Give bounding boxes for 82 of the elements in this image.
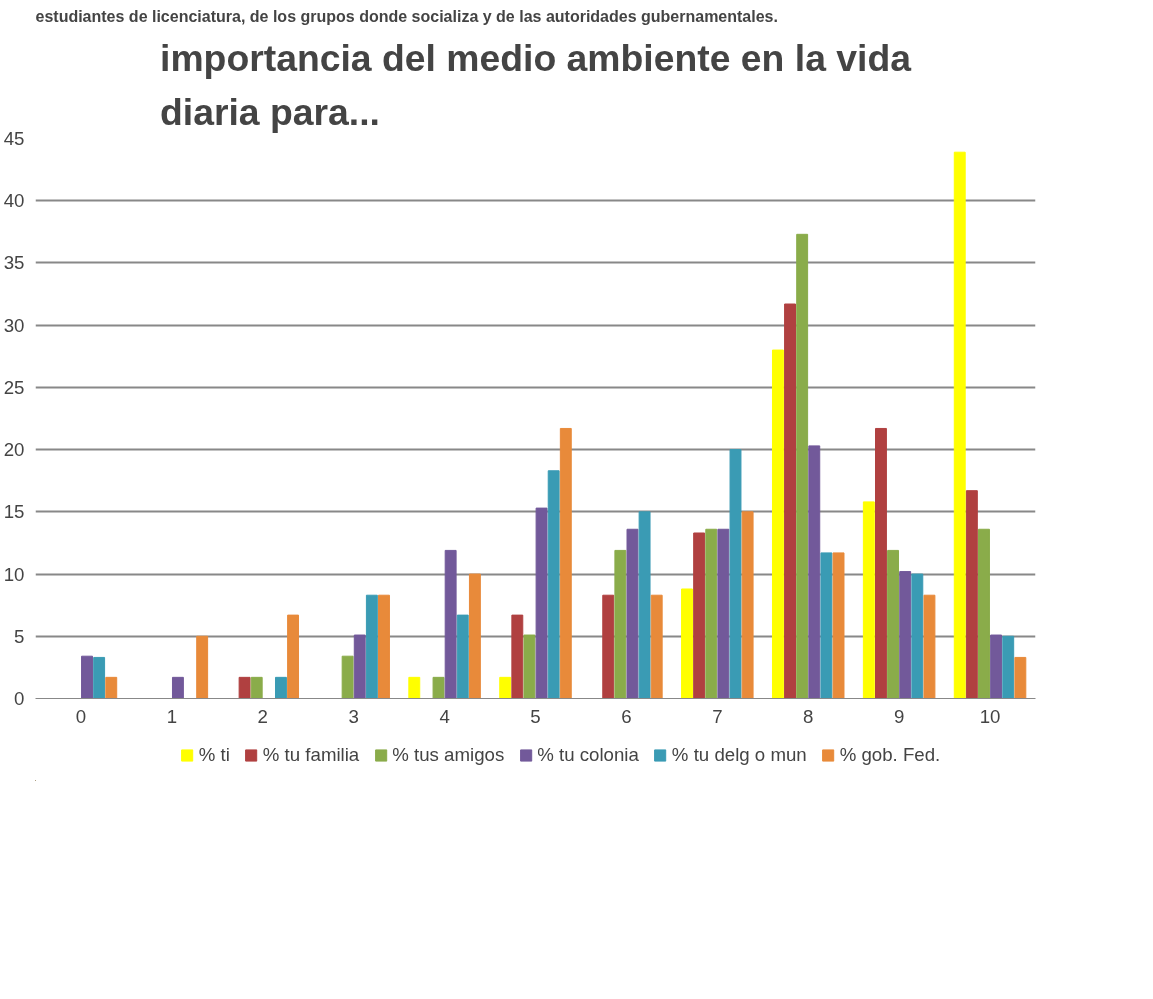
bar bbox=[638, 511, 651, 699]
bar bbox=[353, 634, 366, 699]
bar bbox=[468, 573, 481, 699]
bar bbox=[693, 532, 706, 699]
bar bbox=[614, 549, 627, 699]
y-tick-label: 5 bbox=[14, 625, 25, 647]
bar bbox=[832, 552, 845, 699]
bar bbox=[238, 676, 251, 699]
bar bbox=[808, 445, 821, 699]
bar bbox=[250, 676, 263, 699]
y-tick-label: 30 bbox=[3, 314, 25, 336]
chart-title: importancia del medio ambiente en la vida diaria para... bbox=[160, 36, 912, 134]
bar bbox=[965, 490, 978, 699]
bar bbox=[444, 549, 457, 699]
bar bbox=[771, 349, 784, 699]
x-tick-label: 7 bbox=[712, 705, 723, 727]
bar bbox=[511, 614, 524, 699]
bar bbox=[287, 614, 300, 699]
x-tick-label: 4 bbox=[439, 705, 450, 727]
bar bbox=[105, 676, 118, 699]
bar bbox=[729, 449, 742, 699]
bar bbox=[432, 676, 445, 699]
x-tick-label: 0 bbox=[75, 705, 87, 727]
bar bbox=[1002, 635, 1015, 699]
bar bbox=[602, 594, 615, 699]
x-tick-label: 1 bbox=[166, 705, 178, 727]
bar bbox=[911, 573, 924, 699]
bar bbox=[275, 676, 287, 699]
bar bbox=[717, 528, 730, 699]
y-tick-label: 35 bbox=[3, 252, 25, 274]
bar bbox=[899, 571, 912, 699]
y-tick-label: 40 bbox=[3, 190, 25, 212]
legend-label: % tu delg o mun bbox=[671, 744, 807, 766]
y-tick-label: 20 bbox=[3, 439, 25, 461]
x-tick-label: 10 bbox=[979, 705, 1001, 727]
bar bbox=[93, 656, 106, 699]
legend-label: % tu familia bbox=[262, 744, 360, 766]
x-tick-label: 2 bbox=[257, 705, 268, 727]
bar bbox=[547, 470, 560, 699]
legend-label: % tu colonia bbox=[537, 744, 639, 766]
legend-label: % ti bbox=[198, 744, 230, 766]
bar bbox=[796, 233, 809, 699]
bar bbox=[923, 594, 936, 699]
y-tick-label: 15 bbox=[3, 501, 25, 523]
bar bbox=[862, 501, 875, 699]
bar bbox=[341, 655, 354, 699]
bar bbox=[365, 594, 378, 699]
bar bbox=[626, 528, 639, 699]
y-tick-label: 45 bbox=[3, 128, 25, 149]
bar bbox=[741, 511, 754, 699]
bar bbox=[681, 588, 693, 699]
bar bbox=[456, 614, 469, 699]
bar bbox=[81, 655, 93, 699]
bar bbox=[196, 635, 209, 699]
bar bbox=[523, 634, 536, 699]
bar bbox=[978, 528, 990, 699]
bar bbox=[887, 549, 900, 699]
bar bbox=[378, 594, 390, 699]
bar bbox=[705, 528, 718, 699]
x-tick-label: 6 bbox=[621, 705, 632, 727]
y-tick-label: 25 bbox=[3, 376, 25, 398]
bar bbox=[820, 552, 833, 699]
x-tick-label: 5 bbox=[530, 705, 541, 727]
bar bbox=[650, 594, 663, 699]
legend-label: % tus amigos bbox=[392, 744, 505, 766]
bar bbox=[953, 151, 966, 699]
x-tick-label: 3 bbox=[348, 705, 359, 727]
bar bbox=[559, 427, 572, 699]
bar bbox=[784, 303, 796, 699]
x-tick-label: 9 bbox=[893, 705, 905, 727]
y-tick-label: 0 bbox=[14, 688, 25, 709]
bar bbox=[171, 676, 184, 699]
bar bbox=[875, 427, 887, 699]
bar bbox=[535, 507, 548, 699]
bar bbox=[499, 676, 512, 699]
text: estudiantes de licenciatura, de los grupos donde socializa y de las autoridades gubernamentales. bbox=[35, 7, 778, 25]
y-tick-label: 10 bbox=[3, 563, 25, 585]
bar bbox=[990, 634, 1003, 699]
bar bbox=[1014, 656, 1027, 699]
bar bbox=[408, 676, 421, 699]
x-tick-label: 8 bbox=[803, 705, 814, 727]
legend-label: % gob. Fed. bbox=[839, 744, 941, 766]
